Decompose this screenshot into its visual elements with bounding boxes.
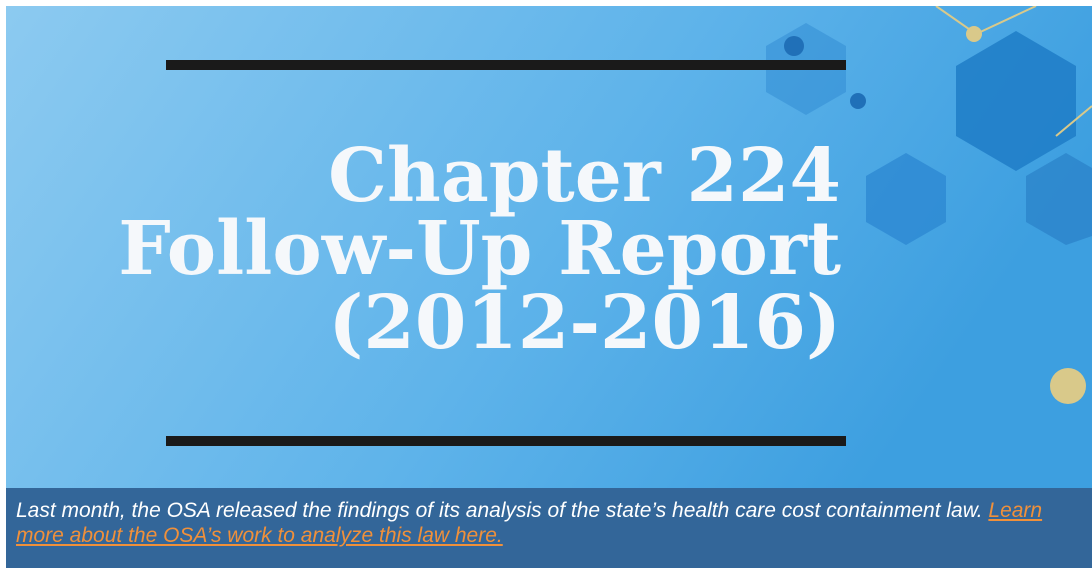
banner: Chapter 224 Follow-Up Report (2012-2016) <box>6 6 1092 488</box>
caption: Last month, the OSA released the finding… <box>6 488 1092 568</box>
page: Chapter 224 Follow-Up Report (2012-2016)… <box>6 6 1092 568</box>
title-line: (2012-2016) <box>328 280 841 366</box>
caption-text: Last month, the OSA released the finding… <box>16 499 983 522</box>
